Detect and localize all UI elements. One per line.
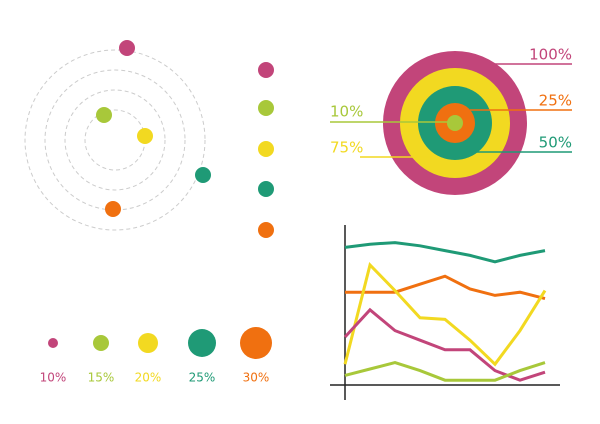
color-dot <box>258 141 274 157</box>
orbit-ring <box>24 49 206 231</box>
orbit-dot <box>96 107 112 123</box>
bubble-label: 15% <box>88 371 115 385</box>
color-dot <box>258 222 274 238</box>
target-label: 25% <box>539 92 572 110</box>
orbit-ring <box>84 109 146 171</box>
bubble-label: 20% <box>135 371 162 385</box>
bubble <box>138 333 158 353</box>
line-series <box>345 274 546 301</box>
target-label: 10% <box>330 103 363 121</box>
bubble-label: 30% <box>243 371 270 385</box>
color-dot <box>258 181 274 197</box>
bubble-label: 10% <box>40 371 67 385</box>
color-dot <box>258 100 274 116</box>
bubble <box>93 335 109 351</box>
bubble <box>188 329 216 357</box>
target-label: 50% <box>539 134 572 152</box>
orbit-dot <box>105 201 121 217</box>
line-series <box>344 361 546 382</box>
orbit-dot <box>195 167 211 183</box>
line-series <box>343 262 547 367</box>
target-label: 100% <box>529 46 572 64</box>
orbit-dot <box>137 128 153 144</box>
bubble <box>48 338 58 348</box>
bubble-label: 25% <box>189 371 216 385</box>
orbit-ring <box>64 89 166 191</box>
orbit-dot <box>119 40 135 56</box>
line-series <box>343 307 546 382</box>
color-dot <box>258 62 274 78</box>
orbit-rings <box>24 49 206 231</box>
target-ring <box>447 115 463 131</box>
target-label: 75% <box>330 139 363 157</box>
line-series <box>344 241 546 264</box>
orbit-ring <box>44 69 186 211</box>
bubble <box>240 327 272 359</box>
